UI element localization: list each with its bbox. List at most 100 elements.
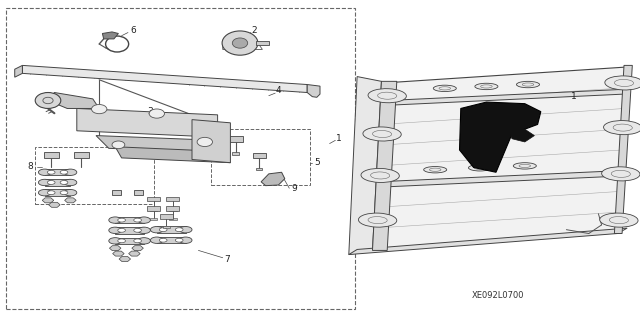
Ellipse shape [159,238,167,242]
Ellipse shape [150,226,163,233]
Ellipse shape [38,169,51,175]
Bar [74,152,89,158]
Bar [166,206,179,211]
Ellipse shape [175,238,183,242]
Bar [211,129,310,185]
Bar [227,136,243,142]
Ellipse shape [64,179,77,186]
Polygon shape [388,89,624,105]
Bar [147,197,160,201]
Bar [169,208,177,211]
Ellipse shape [47,170,55,174]
Ellipse shape [134,218,141,222]
Ellipse shape [109,238,122,244]
Polygon shape [22,65,307,93]
Ellipse shape [424,167,447,173]
Ellipse shape [109,217,122,223]
Polygon shape [77,108,218,137]
Ellipse shape [35,93,61,108]
Ellipse shape [361,168,399,182]
Polygon shape [132,246,143,251]
Ellipse shape [138,238,150,244]
Polygon shape [374,67,627,249]
Ellipse shape [604,121,640,135]
Polygon shape [460,102,541,172]
Polygon shape [45,189,70,196]
Polygon shape [45,179,70,186]
Polygon shape [256,41,269,45]
Polygon shape [115,238,144,244]
Polygon shape [115,217,144,223]
Polygon shape [372,81,397,250]
Polygon shape [115,227,144,234]
Polygon shape [157,226,186,233]
Ellipse shape [112,141,125,149]
Polygon shape [48,93,99,108]
Polygon shape [119,256,131,262]
Text: XE092L0700: XE092L0700 [472,291,524,300]
Ellipse shape [38,179,51,186]
Ellipse shape [605,76,640,90]
Polygon shape [192,120,230,163]
Ellipse shape [222,31,258,55]
Polygon shape [45,169,70,175]
Ellipse shape [179,237,192,243]
Bar [232,152,239,155]
Text: 4: 4 [276,86,281,95]
Ellipse shape [118,218,125,222]
Bar [256,168,262,170]
Ellipse shape [433,85,456,92]
Bar [169,218,177,220]
Ellipse shape [60,170,68,174]
Ellipse shape [60,181,68,184]
Polygon shape [65,198,76,203]
Ellipse shape [92,105,107,114]
Bar [112,190,121,195]
Ellipse shape [138,227,150,234]
Polygon shape [614,65,632,234]
Bar [163,226,170,228]
Bar [150,218,157,220]
Ellipse shape [109,227,122,234]
Bar [150,208,157,211]
Polygon shape [102,32,118,39]
Ellipse shape [134,228,141,232]
Polygon shape [378,171,620,187]
Bar [44,152,59,158]
Bar [6,8,355,309]
Ellipse shape [475,83,498,90]
Ellipse shape [602,167,640,181]
Text: 1: 1 [337,134,342,143]
Polygon shape [157,237,186,243]
Polygon shape [96,136,230,153]
Ellipse shape [47,181,55,184]
Bar [160,214,173,219]
Polygon shape [349,228,627,255]
Ellipse shape [134,239,141,243]
Bar [147,206,160,211]
Ellipse shape [197,137,212,146]
Ellipse shape [38,189,51,196]
Ellipse shape [149,109,164,118]
Polygon shape [15,65,22,77]
Polygon shape [109,246,121,251]
Ellipse shape [118,228,125,232]
Text: 3: 3 [148,107,153,116]
Polygon shape [113,251,124,256]
Ellipse shape [175,228,183,232]
Polygon shape [49,202,60,207]
Text: 2: 2 [252,26,257,35]
Ellipse shape [368,89,406,103]
Ellipse shape [138,217,150,223]
Bar [134,190,143,195]
Ellipse shape [358,213,397,227]
Polygon shape [129,251,140,256]
Ellipse shape [600,213,638,227]
Ellipse shape [363,127,401,141]
Polygon shape [307,85,320,97]
Ellipse shape [179,226,192,233]
Polygon shape [349,77,381,255]
Text: 7: 7 [225,256,230,264]
Ellipse shape [118,239,125,243]
Text: 1: 1 [572,92,577,101]
